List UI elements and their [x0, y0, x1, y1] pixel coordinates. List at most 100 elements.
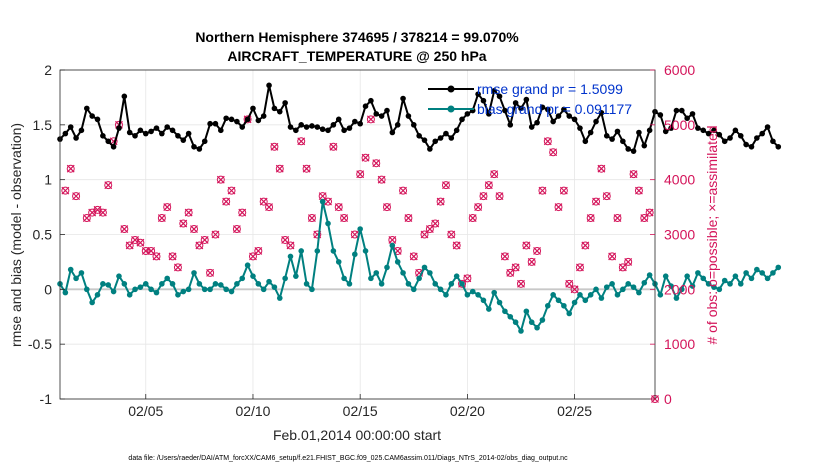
rmse-data-point: [582, 138, 589, 145]
obs-count-point: [506, 268, 515, 277]
rmse-data-point: [496, 93, 503, 100]
obs-count-point: [356, 170, 365, 179]
x-tick-label: 02/25: [557, 403, 592, 419]
rmse-data-point: [502, 107, 508, 114]
bias-data-point: [405, 281, 412, 287]
obs-assimilated-marker: [254, 247, 263, 255]
obs-possible-marker: [565, 279, 574, 288]
obs-possible-marker: [173, 263, 182, 272]
obs-count-point: [329, 142, 338, 151]
y-right-tick-label: 6000: [664, 62, 695, 78]
obs-possible-marker: [458, 279, 467, 288]
rmse-data-point: [679, 107, 685, 114]
obs-possible-marker: [98, 208, 107, 217]
bias-data-point: [646, 272, 653, 278]
rmse-data-point: [373, 111, 380, 117]
rmse-data-point: [437, 135, 444, 141]
rmse-data-point: [309, 123, 315, 129]
rmse-data-point: [711, 127, 717, 134]
bias-data-point: [754, 266, 760, 273]
obs-assimilated-marker: [570, 285, 579, 294]
rmse-data-point: [298, 122, 305, 128]
obs-assimilated-marker: [608, 252, 617, 261]
bias-data-point: [609, 281, 615, 287]
bias-data-point: [362, 248, 369, 254]
rmse-data-point: [287, 124, 294, 130]
bias-data-point: [684, 273, 690, 279]
obs-assimilated-marker: [634, 186, 643, 195]
rmse-data-point: [293, 127, 299, 134]
rmse-data-point: [427, 146, 433, 152]
rmse-data-point: [126, 129, 133, 136]
rmse-data-point: [389, 129, 396, 136]
rmse-data-point: [743, 141, 749, 148]
bias-data-point: [159, 281, 165, 287]
bias-data-point: [587, 292, 594, 298]
obs-possible-marker: [404, 214, 413, 223]
bias-data-point: [400, 270, 406, 276]
bias-data-point: [566, 310, 573, 317]
obs-possible-marker: [329, 142, 338, 151]
obs-possible-marker: [629, 170, 638, 179]
obs-assimilated-marker: [484, 181, 493, 190]
bias-data-point: [764, 275, 771, 282]
obs-possible-marker: [125, 241, 134, 250]
rmse-data-point: [737, 133, 744, 139]
obs-count-point: [490, 170, 499, 179]
obs-possible-marker: [313, 230, 322, 239]
bias-data-point: [721, 277, 728, 284]
rmse-data-point: [609, 136, 615, 142]
rmse-data-point: [512, 100, 519, 106]
obs-possible-marker: [72, 192, 81, 201]
obs-possible-marker: [222, 197, 231, 206]
rmse-data-point: [110, 143, 117, 150]
rmse-data-point: [100, 133, 106, 139]
series-lines: [57, 82, 782, 334]
obs-count-point: [136, 238, 145, 247]
obs-assimilated-marker: [500, 252, 509, 261]
rmse-data-point: [137, 127, 144, 134]
obs-count-point: [98, 208, 107, 217]
obs-possible-marker: [366, 115, 375, 124]
obs-assimilated-marker: [174, 263, 182, 272]
obs-count-point: [307, 214, 316, 223]
obs-assimilated-marker: [308, 214, 316, 222]
bias-data-point: [89, 299, 95, 306]
obs-assimilated-marker: [495, 192, 504, 201]
rmse-data-point: [335, 116, 342, 123]
obs-possible-marker: [104, 181, 113, 190]
y-left-tick-label: 0.5: [33, 227, 53, 243]
bias-data-point: [110, 288, 117, 295]
bias-data-point: [544, 302, 551, 309]
obs-count-point: [232, 225, 241, 234]
rmse-data-point: [523, 96, 530, 103]
obs-count-point: [500, 252, 509, 261]
obs-possible-marker: [206, 268, 215, 277]
bias-data-point: [132, 286, 138, 293]
obs-possible-marker: [152, 252, 161, 261]
rmse-data-point: [775, 143, 782, 150]
rmse-data-point: [614, 128, 621, 135]
rmse-data-point: [142, 130, 149, 137]
obs-possible-marker: [120, 225, 129, 234]
rmse-data-point: [410, 122, 417, 128]
obs-count-point: [302, 164, 311, 173]
obs-count-point: [270, 142, 279, 151]
obs-count-point: [238, 208, 247, 217]
rmse-data-point: [759, 130, 766, 137]
rmse-data-point: [646, 127, 653, 134]
obs-possible-marker: [163, 203, 172, 212]
rmse-data-point: [384, 107, 390, 114]
obs-count-point: [538, 186, 547, 195]
bias-data-point: [212, 281, 219, 287]
obs-count-point: [533, 246, 542, 255]
rmse-data-point: [641, 142, 648, 149]
bias-data-point: [582, 297, 589, 304]
bias-data-point: [169, 281, 176, 287]
bias-data-point: [427, 270, 433, 276]
obs-assimilated-marker: [436, 197, 445, 206]
bias-data-point: [486, 306, 492, 312]
rmse-data-point: [405, 113, 412, 119]
bias-data-point: [73, 275, 79, 282]
obs-assimilated-marker: [431, 219, 440, 228]
